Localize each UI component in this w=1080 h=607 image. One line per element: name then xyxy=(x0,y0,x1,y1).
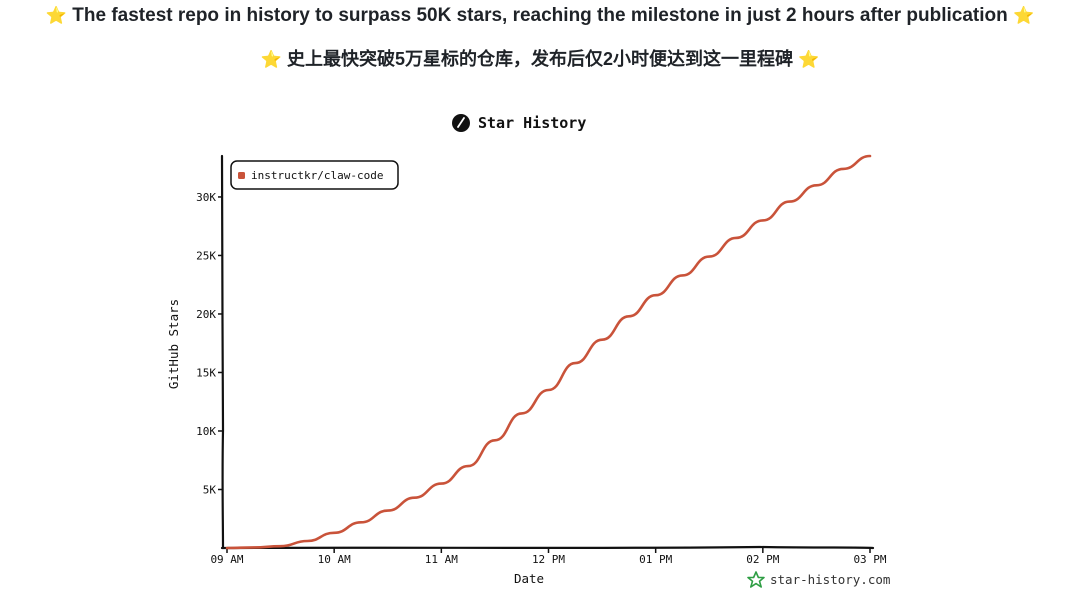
series-line xyxy=(225,154,872,550)
y-tick-label: 20K xyxy=(196,308,216,321)
data-point xyxy=(708,255,711,258)
data-point xyxy=(252,546,255,549)
legend-swatch xyxy=(238,172,245,179)
y-tick-label: 5K xyxy=(203,483,217,496)
data-point xyxy=(574,362,577,364)
legend: instructkr/claw-code xyxy=(230,160,399,190)
x-tick-label: 11 AM xyxy=(425,553,458,566)
data-point xyxy=(226,547,228,549)
x-axis xyxy=(220,545,875,550)
logo-slash xyxy=(457,117,465,128)
series-group xyxy=(225,154,872,550)
data-point xyxy=(494,439,496,442)
data-point xyxy=(628,315,630,318)
headline-english-text: The fastest repo in history to surpass 5… xyxy=(72,5,1008,26)
data-point xyxy=(761,219,764,222)
y-axis xyxy=(220,154,225,550)
data-point xyxy=(788,200,791,203)
data-point xyxy=(547,389,550,391)
data-point xyxy=(842,168,845,170)
data-point xyxy=(601,338,603,341)
data-point xyxy=(654,294,657,297)
star-history-chart: Star History 5K 10K 15K 20K 25K 30K 09 AM 10 A… xyxy=(166,114,890,588)
x-axis-ticks: 09 AM 10 AM 11 AM 12 PM 01 PM 02 PM 03 PM xyxy=(210,548,887,566)
headline-chinese: ⭐ 史上最快突破5万星标的仓库，发布后仅2小时便达到这一里程碑 ⭐ xyxy=(0,45,1080,71)
star-icon: ⭐ xyxy=(1013,6,1035,25)
y-tick-label: 25K xyxy=(196,249,216,262)
x-tick-label: 12 PM xyxy=(532,553,565,566)
data-point xyxy=(681,274,684,277)
data-point xyxy=(467,465,469,467)
chart-title: Star History xyxy=(478,114,586,132)
watermark: star-history.com xyxy=(747,571,890,588)
y-tick-label: 15K xyxy=(196,366,216,379)
chart-title-group: Star History xyxy=(452,114,586,132)
star-icon: ⭐ xyxy=(45,6,67,25)
headline-english: ⭐ The fastest repo in history to surpass… xyxy=(0,5,1080,27)
data-point xyxy=(440,482,443,485)
data-point xyxy=(869,155,871,157)
y-tick-label: 30K xyxy=(196,191,216,204)
y-axis-ticks: 5K 10K 15K 20K 25K 30K xyxy=(196,191,223,496)
legend-series-name: instructkr/claw-code xyxy=(251,169,383,182)
star-icon: ⭐ xyxy=(260,50,282,69)
data-point xyxy=(360,521,362,524)
data-point xyxy=(333,531,336,534)
star-icon: ⭐ xyxy=(798,50,820,69)
x-tick-label: 02 PM xyxy=(746,553,779,566)
watermark-text: star-history.com xyxy=(770,572,890,587)
x-axis-label: Date xyxy=(514,571,544,586)
star-history-brand-icon xyxy=(747,571,765,588)
headline-chinese-text: 史上最快突破5万星标的仓库，发布后仅2小时便达到这一里程碑 xyxy=(286,49,794,69)
x-tick-label: 10 AM xyxy=(318,553,351,566)
x-tick-label: 01 PM xyxy=(639,553,672,566)
x-tick-label: 03 PM xyxy=(853,553,886,566)
y-tick-label: 10K xyxy=(196,425,216,438)
x-tick-label: 09 AM xyxy=(210,553,243,566)
data-point xyxy=(306,540,309,542)
data-point xyxy=(815,184,818,187)
data-point xyxy=(520,412,523,415)
y-axis-label: GitHub Stars xyxy=(166,299,181,389)
data-point xyxy=(386,509,389,512)
data-point xyxy=(735,237,737,239)
data-point xyxy=(413,496,416,499)
legend-box xyxy=(230,160,399,190)
data-point xyxy=(279,545,282,548)
